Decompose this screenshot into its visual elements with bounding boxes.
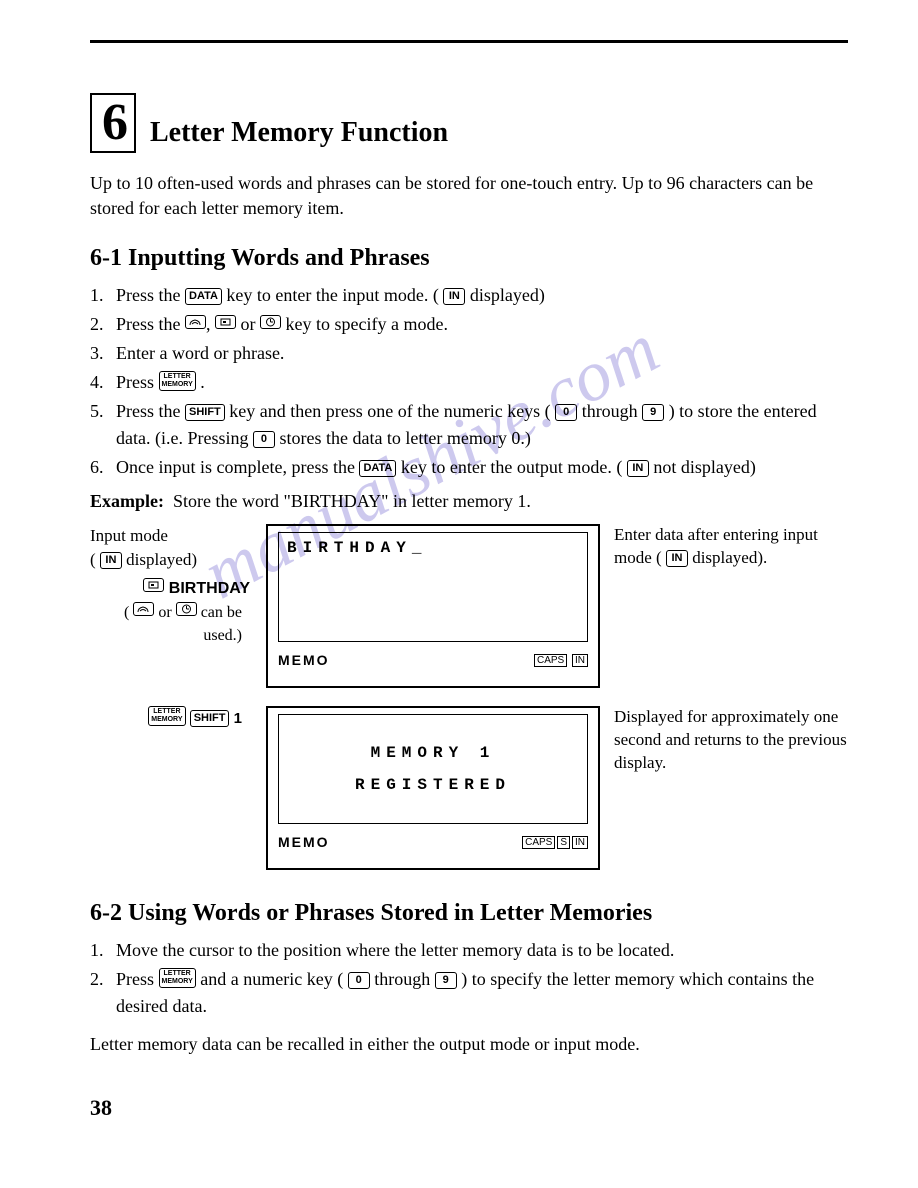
- page-number: 38: [90, 1095, 848, 1121]
- section-6-2-heading: 6-2 Using Words or Phrases Stored in Let…: [90, 900, 848, 927]
- step-6: Once input is complete, press the DATA k…: [116, 454, 848, 481]
- caps-indicator-icon: CAPS: [534, 654, 567, 667]
- letter-memory-key-icon: LETTERMEMORY: [148, 706, 185, 726]
- in-indicator-icon: IN: [627, 460, 649, 477]
- in-indicator-icon: IN: [100, 552, 122, 569]
- example-left-1: Input mode ( IN displayed) BIRTHDAY ( or…: [90, 524, 256, 647]
- zero-key-icon: 0: [348, 972, 370, 989]
- step-number: 5.: [90, 398, 116, 452]
- card-key-icon: [143, 578, 164, 592]
- step-3: Enter a word or phrase.: [116, 340, 848, 367]
- chapter-number: 6: [102, 94, 128, 151]
- letter-memory-key-icon: LETTERMEMORY: [159, 968, 196, 988]
- memo-label: MEMO: [278, 834, 330, 850]
- step-1: Press the DATA key to enter the input mo…: [116, 282, 848, 309]
- sec62-step-1: Move the cursor to the position where th…: [116, 937, 848, 964]
- step-number: 2.: [90, 966, 116, 1020]
- nine-key-icon: 9: [642, 404, 664, 421]
- nine-key-icon: 9: [435, 972, 457, 989]
- zero-key-icon: 0: [555, 404, 577, 421]
- sec62-step-2: Press LETTERMEMORY and a numeric key ( 0…: [116, 966, 848, 1020]
- in-indicator-icon: IN: [572, 836, 588, 849]
- shift-key-icon: SHIFT: [190, 710, 230, 727]
- example-left-2: LETTERMEMORY SHIFT 1: [90, 706, 256, 729]
- clock-key-icon: [176, 602, 197, 616]
- s-indicator-icon: S: [557, 836, 570, 849]
- step-number: 6.: [90, 454, 116, 481]
- phone-key-icon: [185, 315, 206, 329]
- chapter-header: 6 Letter Memory Function: [90, 93, 848, 153]
- in-indicator-icon: IN: [666, 550, 688, 567]
- section-6-1-heading: 6-1 Inputting Words and Phrases: [90, 245, 848, 272]
- memo-label: MEMO: [278, 652, 330, 668]
- data-key-icon: DATA: [359, 460, 396, 477]
- closing-text: Letter memory data can be recalled in ei…: [90, 1034, 848, 1055]
- step-number: 2.: [90, 311, 116, 338]
- intro-text: Up to 10 often-used words and phrases ca…: [90, 171, 848, 221]
- step-number: 1.: [90, 937, 116, 964]
- lcd-display-1: BIRTHDAY_ MEMO CAPS IN: [266, 524, 600, 688]
- card-key-icon: [215, 315, 236, 329]
- chapter-title: Letter Memory Function: [150, 117, 448, 153]
- caps-indicator-icon: CAPS: [522, 836, 555, 849]
- step-number: 1.: [90, 282, 116, 309]
- shift-key-icon: SHIFT: [185, 404, 225, 421]
- example-right-1: Enter data after entering input mode ( I…: [610, 524, 848, 570]
- lcd-display-2: MEMORY 1 REGISTERED MEMO CAPSSIN: [266, 706, 600, 870]
- step-number: 3.: [90, 340, 116, 367]
- data-key-icon: DATA: [185, 288, 222, 305]
- example-line: Example: Store the word "BIRTHDAY" in le…: [90, 491, 848, 512]
- step-5: Press the SHIFT key and then press one o…: [116, 398, 848, 452]
- step-2: Press the , or key to specify a mode.: [116, 311, 848, 338]
- in-indicator-icon: IN: [572, 654, 588, 667]
- in-indicator-icon: IN: [443, 288, 465, 305]
- letter-memory-key-icon: LETTERMEMORY: [159, 371, 196, 391]
- zero-key-icon: 0: [253, 431, 275, 448]
- step-number: 4.: [90, 369, 116, 396]
- phone-key-icon: [133, 602, 154, 616]
- clock-key-icon: [260, 315, 281, 329]
- example-right-2: Displayed for approximately one second a…: [610, 706, 848, 775]
- step-4: Press LETTERMEMORY .: [116, 369, 848, 396]
